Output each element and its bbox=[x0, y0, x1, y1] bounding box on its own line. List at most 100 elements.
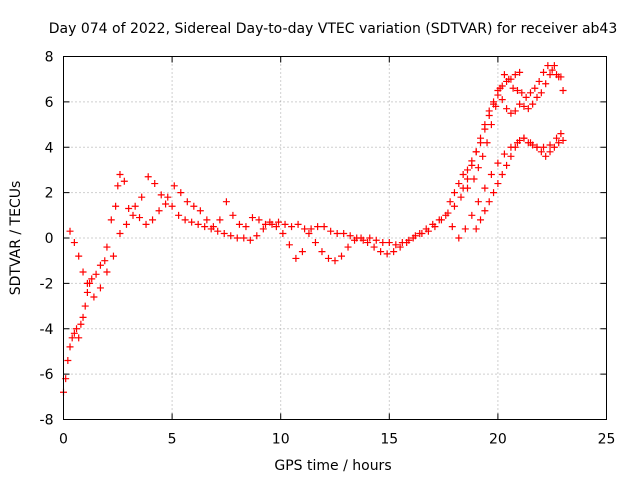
data-point bbox=[79, 313, 87, 321]
data-point bbox=[285, 241, 293, 249]
data-point bbox=[181, 216, 189, 224]
data-point bbox=[477, 216, 485, 224]
data-point bbox=[75, 252, 83, 260]
data-point bbox=[131, 202, 139, 210]
data-point bbox=[459, 170, 467, 178]
data-point bbox=[507, 109, 515, 117]
data-point bbox=[513, 87, 521, 95]
data-point bbox=[157, 191, 165, 199]
data-point bbox=[344, 243, 352, 251]
data-point bbox=[498, 82, 506, 90]
grid bbox=[63, 56, 607, 420]
data-point bbox=[107, 216, 115, 224]
data-point bbox=[227, 232, 235, 240]
data-point bbox=[364, 239, 372, 247]
data-point bbox=[468, 157, 476, 165]
data-point bbox=[136, 214, 144, 222]
data-point bbox=[114, 182, 122, 190]
data-point bbox=[318, 248, 326, 256]
data-point bbox=[216, 216, 224, 224]
data-point bbox=[266, 218, 274, 226]
data-point bbox=[101, 257, 109, 265]
data-point bbox=[370, 243, 378, 251]
data-point bbox=[320, 223, 328, 231]
data-point bbox=[162, 200, 170, 208]
x-axis-label: GPS time / hours bbox=[274, 458, 391, 474]
data-point bbox=[116, 170, 124, 178]
data-point bbox=[366, 234, 374, 242]
data-point bbox=[520, 102, 528, 110]
data-point bbox=[90, 293, 98, 301]
data-point bbox=[314, 223, 322, 231]
data-point bbox=[207, 225, 215, 233]
data-point bbox=[122, 220, 130, 228]
data-point bbox=[70, 329, 78, 337]
data-point bbox=[392, 241, 400, 249]
data-point bbox=[377, 248, 385, 256]
data-point bbox=[422, 225, 430, 233]
data-point bbox=[555, 139, 563, 147]
data-point bbox=[66, 227, 74, 235]
data-point bbox=[533, 143, 541, 151]
data-point bbox=[259, 225, 267, 233]
data-point bbox=[103, 268, 111, 276]
series-track-e bbox=[472, 134, 567, 233]
data-point bbox=[68, 334, 76, 342]
data-point bbox=[242, 223, 250, 231]
chart-title: Day 074 of 2022, Sidereal Day-to-day VTE… bbox=[49, 21, 618, 37]
data-point bbox=[142, 220, 150, 228]
data-point bbox=[164, 193, 172, 201]
data-point bbox=[396, 243, 404, 251]
data-point bbox=[485, 198, 493, 206]
data-point bbox=[485, 111, 493, 119]
data-point bbox=[474, 198, 482, 206]
data-point bbox=[494, 159, 502, 167]
data-point bbox=[233, 234, 241, 242]
data-point bbox=[442, 211, 450, 219]
x-tick-label: 5 bbox=[168, 432, 177, 448]
data-point bbox=[281, 220, 289, 228]
y-tick-label: -8 bbox=[40, 413, 54, 429]
y-tick-label: 0 bbox=[45, 231, 54, 247]
data-point bbox=[483, 139, 491, 147]
data-point bbox=[385, 239, 393, 247]
data-point bbox=[177, 189, 185, 197]
data-point bbox=[383, 250, 391, 258]
data-point bbox=[120, 177, 128, 185]
data-point bbox=[524, 105, 532, 113]
data-point bbox=[203, 216, 211, 224]
data-point bbox=[457, 193, 465, 201]
data-point bbox=[64, 357, 72, 365]
data-point bbox=[529, 100, 537, 108]
data-point bbox=[248, 214, 256, 222]
data-point bbox=[503, 161, 511, 169]
data-point bbox=[79, 268, 87, 276]
data-point bbox=[546, 148, 554, 156]
data-point bbox=[307, 225, 315, 233]
x-tick-label: 25 bbox=[598, 432, 616, 448]
data-point bbox=[446, 198, 454, 206]
data-point bbox=[516, 100, 524, 108]
data-point bbox=[548, 66, 556, 74]
data-point bbox=[188, 218, 196, 226]
data-point bbox=[201, 223, 209, 231]
data-point bbox=[520, 134, 528, 142]
y-tick-label: 4 bbox=[45, 140, 54, 156]
data-point bbox=[553, 134, 561, 142]
data-point bbox=[477, 139, 485, 147]
data-point bbox=[474, 164, 482, 172]
data-point bbox=[96, 284, 104, 292]
data-point bbox=[246, 236, 254, 244]
data-point bbox=[511, 71, 519, 79]
data-point bbox=[511, 107, 519, 115]
data-point bbox=[450, 202, 458, 210]
data-point bbox=[222, 198, 230, 206]
data-point bbox=[327, 227, 335, 235]
data-point bbox=[96, 261, 104, 269]
data-point bbox=[498, 170, 506, 178]
data-point bbox=[511, 143, 519, 151]
plot-frame bbox=[63, 56, 607, 420]
data-point bbox=[542, 80, 550, 88]
data-point bbox=[196, 207, 204, 215]
